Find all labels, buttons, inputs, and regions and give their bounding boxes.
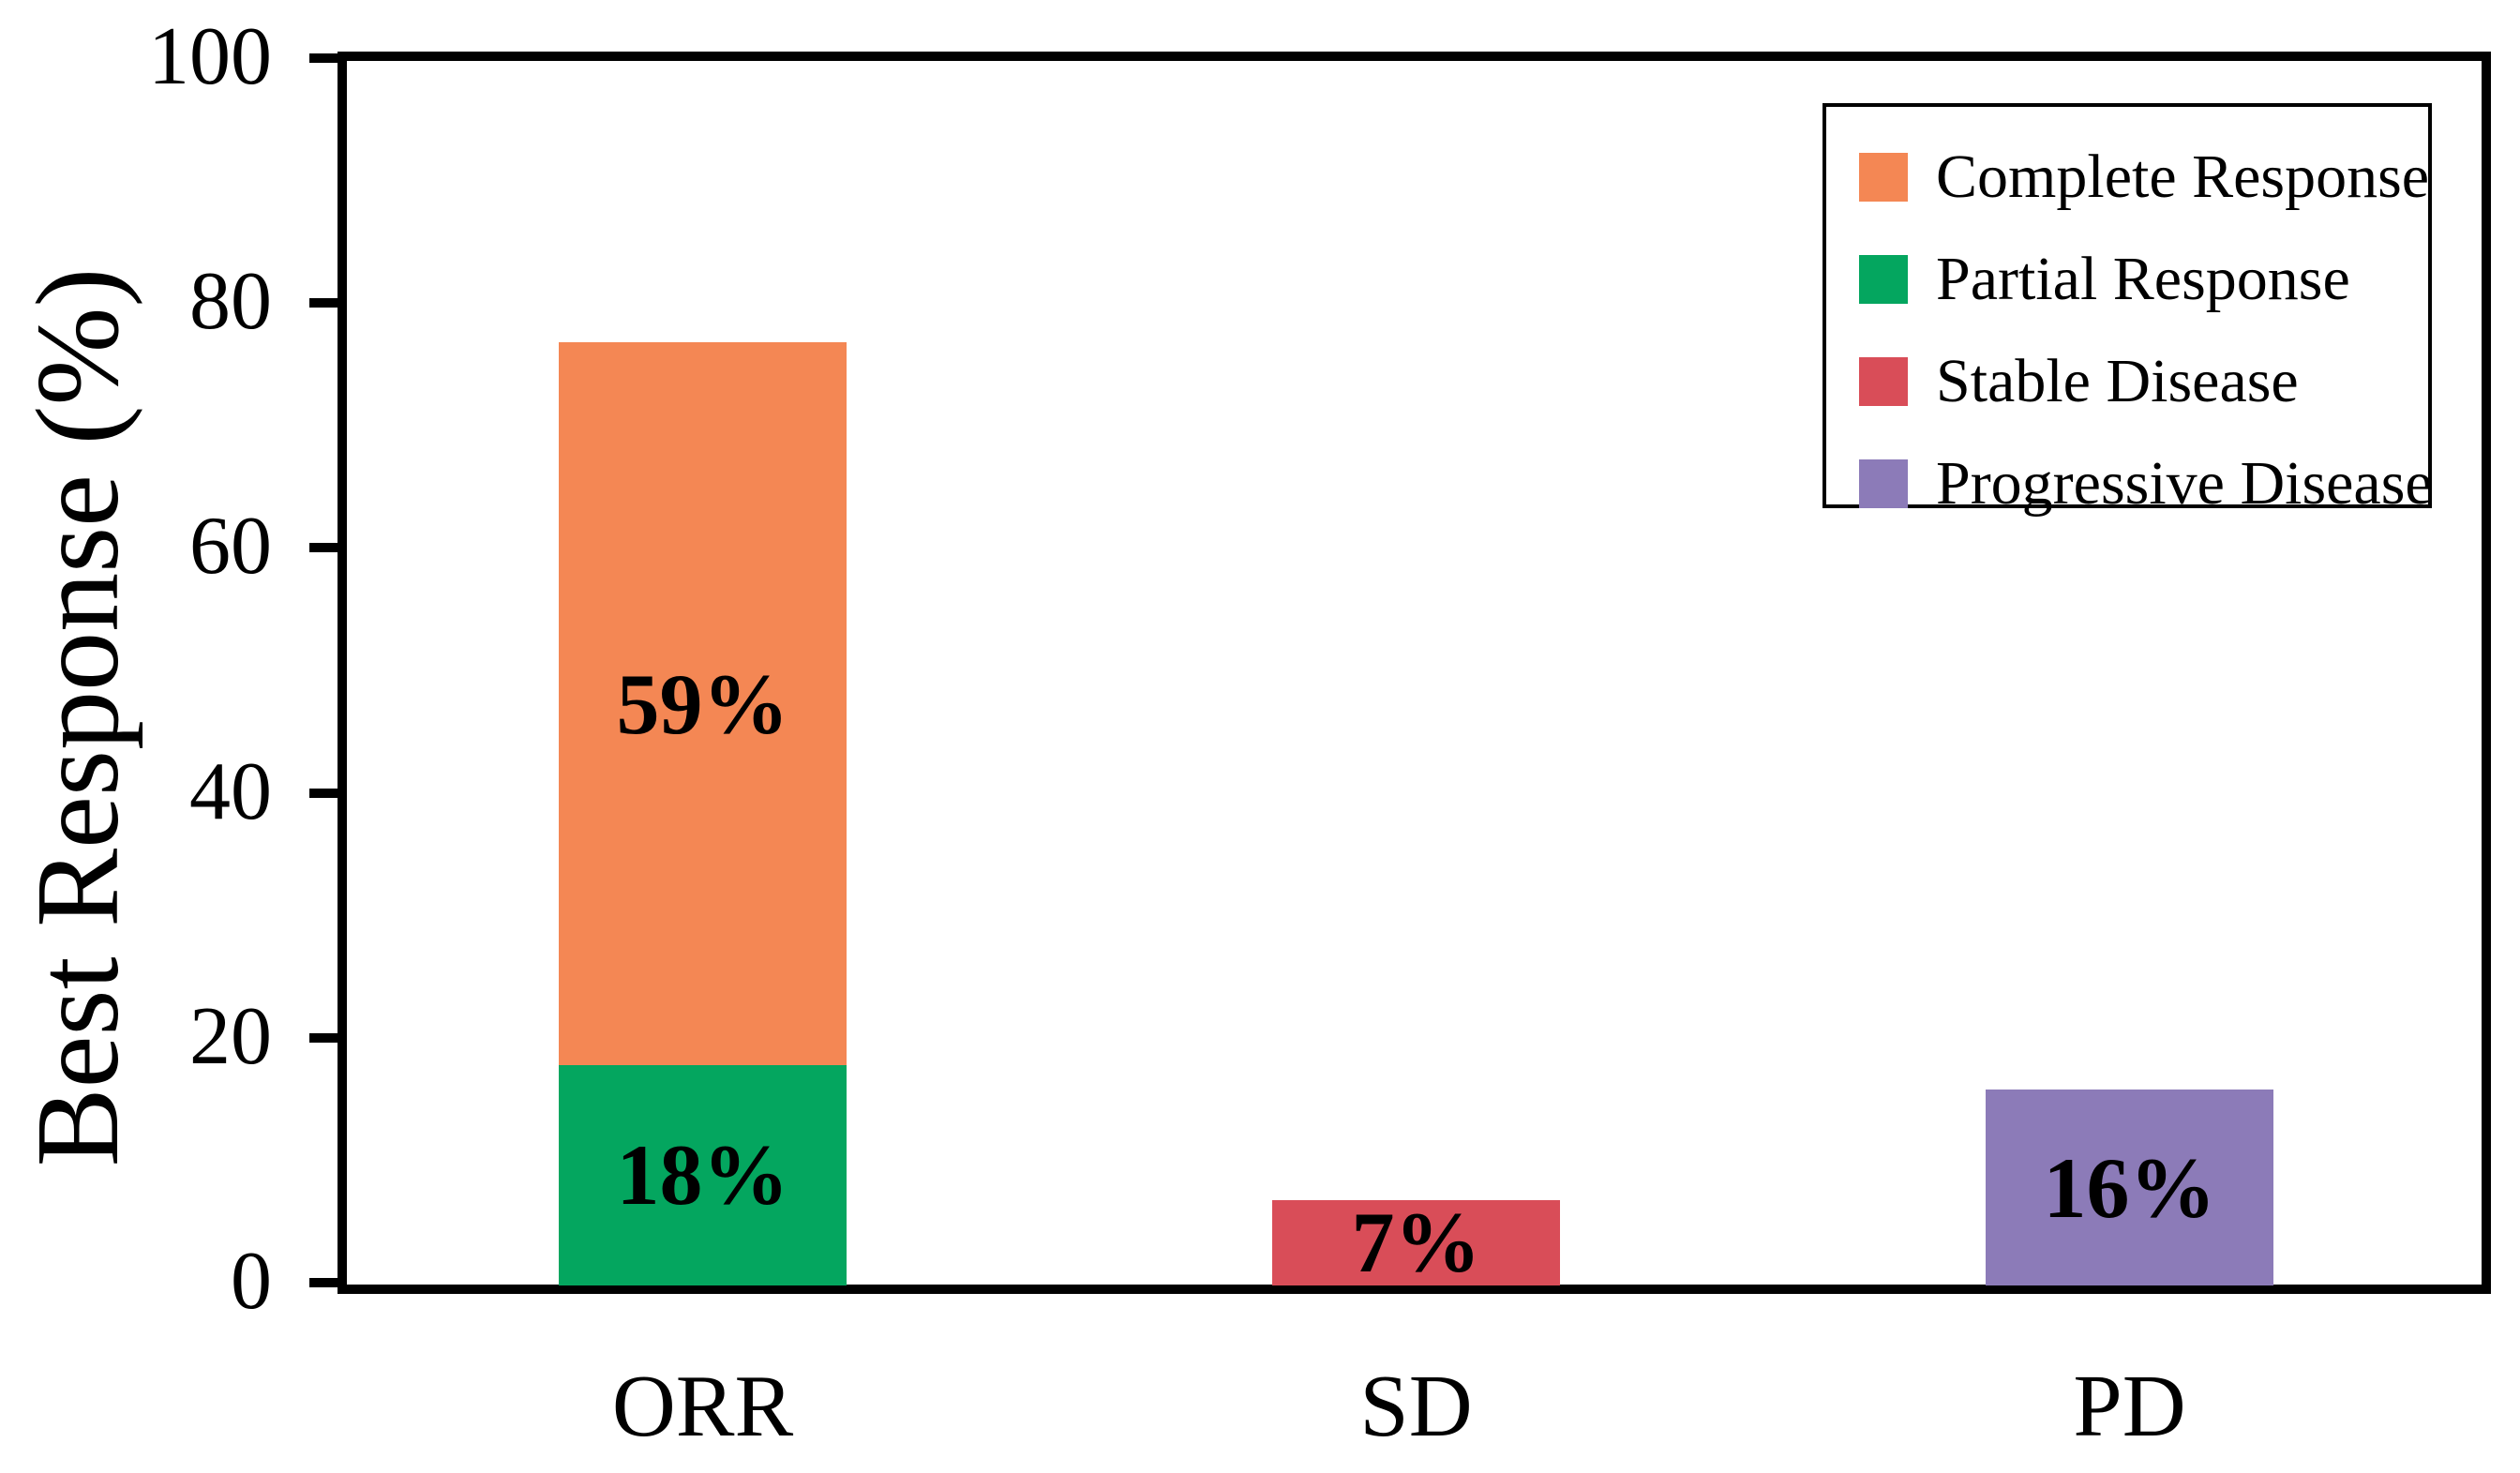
y-axis-tick (309, 53, 347, 63)
x-category-label: PD (2073, 1358, 2186, 1455)
bar-segment (559, 1064, 847, 1285)
y-tick-label: 100 (148, 11, 272, 102)
y-tick-label: 20 (189, 990, 272, 1082)
y-axis-tick (309, 788, 347, 798)
bar-segment-label: 18% (616, 1127, 789, 1224)
x-category-label: SD (1359, 1358, 1473, 1455)
legend-item: Stable Disease (1859, 351, 2428, 413)
legend-swatch (1859, 357, 1908, 406)
legend-item: Progressive Disease (1859, 453, 2433, 515)
legend-item: Partial Response (1859, 248, 2428, 310)
y-tick-label: 0 (231, 1236, 272, 1327)
y-tick-label: 80 (189, 256, 272, 348)
y-axis-tick (309, 298, 347, 308)
y-tick-label: 60 (189, 501, 272, 593)
y-axis-tick (309, 1278, 347, 1287)
bar-segment (559, 342, 847, 1065)
bar-segment-label: 16% (2043, 1139, 2216, 1236)
legend-swatch (1859, 153, 1908, 202)
x-category-label: ORR (611, 1358, 794, 1455)
bar-segment-label: 7% (1351, 1195, 1481, 1291)
plot-frame (338, 52, 2491, 1294)
legend-item: Complete Response (1859, 143, 2430, 211)
legend-label: Complete Response (1936, 143, 2430, 211)
y-axis-tick (309, 1032, 347, 1043)
legend-label: Progressive Disease (1936, 449, 2433, 518)
y-axis-tick (309, 543, 347, 553)
y-tick-label: 40 (189, 745, 272, 837)
legend-label: Partial Response (1936, 245, 2350, 313)
bar-segment-label: 59% (616, 655, 789, 752)
legend-swatch (1859, 459, 1908, 508)
legend-swatch (1859, 255, 1908, 304)
bar-segment (1986, 1090, 2273, 1285)
bar-segment (1272, 1199, 1560, 1285)
legend-label: Stable Disease (1936, 347, 2299, 415)
legend: Complete Response Partial Response Stable … (1822, 103, 2433, 515)
